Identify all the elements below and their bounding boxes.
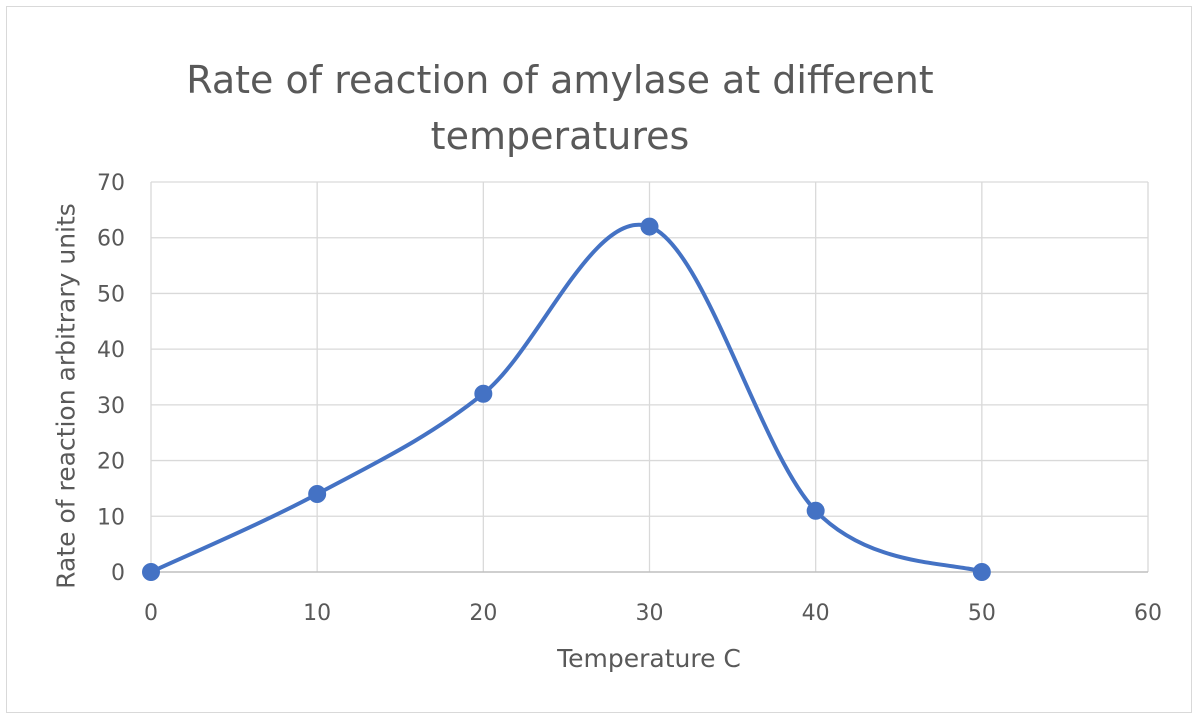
data-point [474,384,493,403]
x-axis-label: Temperature C [557,644,741,673]
data-point [640,217,659,236]
y-tick-label: 50 [97,282,125,307]
data-point [972,563,991,581]
x-tick-label: 30 [636,601,664,626]
y-tick-label: 70 [97,171,125,196]
x-tick-label: 50 [968,601,996,626]
y-tick-label: 40 [97,338,125,363]
data-point [142,563,160,581]
chart-title: Rate of reaction of amylase at different… [186,58,934,158]
x-tick-label: 10 [303,601,331,626]
gridlines [150,181,1149,572]
y-tick-label: 10 [97,505,125,530]
tick-labels: 0 10 20 30 40 50 60 70 0 10 20 30 40 50 60 [97,171,1162,626]
y-tick-label: 20 [97,450,125,475]
x-tick-label: 60 [1134,601,1162,626]
y-tick-label: 60 [97,227,125,252]
series-line [149,222,984,574]
x-tick-label: 20 [469,601,497,626]
x-tick-label: 0 [144,601,158,626]
x-tick-label: 40 [802,601,830,626]
series-layer [142,217,991,581]
chart-frame [6,6,1192,713]
y-tick-label: 0 [111,561,125,586]
y-tick-label: 30 [97,394,125,419]
data-point [806,501,825,520]
data-point [308,485,327,503]
